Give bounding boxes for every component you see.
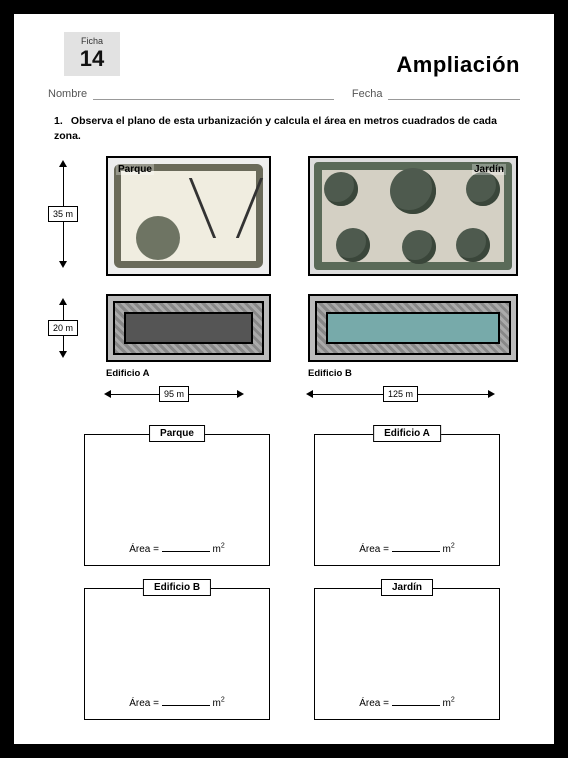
area-blank[interactable] (392, 696, 440, 706)
arrow-right-icon (488, 390, 495, 398)
parque-plan: Parque (106, 156, 271, 276)
arrow-down-icon (59, 351, 67, 358)
page-title: Ampliación (396, 52, 520, 78)
answer-boxes: Parque Área = m2 Edificio A Área = m2 Ed… (84, 434, 500, 720)
dimension-35m: 35 m (48, 160, 78, 268)
ficha-label: Ficha (64, 36, 120, 46)
question-text: Observa el plano de esta urbanización y … (54, 115, 497, 142)
answer-box-edificio-a[interactable]: Edificio A Área = m2 (314, 434, 500, 566)
edificio-b-plan (308, 294, 518, 362)
dim-95m-label: 95 m (159, 386, 189, 402)
question-number: 1. (54, 114, 68, 129)
dimension-125m: 125 m (306, 386, 522, 402)
answer-box-jardin[interactable]: Jardín Área = m2 (314, 588, 500, 720)
jardin-plan: Jardín (308, 156, 518, 276)
dim-35m-label: 35 m (48, 206, 78, 222)
arrow-left-icon (306, 390, 313, 398)
name-date-row: Nombre Fecha (48, 88, 520, 100)
date-label: Fecha (352, 88, 383, 100)
arrow-right-icon (237, 390, 244, 398)
area-blank[interactable] (162, 542, 210, 552)
dimension-20m: 20 m (48, 298, 78, 358)
date-input-line[interactable] (388, 88, 520, 100)
area-line: Área = m2 (315, 542, 499, 555)
dimension-95m: 95 m (104, 386, 274, 402)
arrow-up-icon (59, 298, 67, 305)
answer-box-edificio-b[interactable]: Edificio B Área = m2 (84, 588, 270, 720)
arrow-up-icon (59, 160, 67, 167)
worksheet-page: Ficha 14 Ampliación Nombre Fecha 1. Obse… (14, 14, 554, 744)
answer-tag: Parque (149, 425, 205, 442)
name-input-line[interactable] (93, 88, 334, 100)
ficha-box: Ficha 14 (64, 32, 120, 76)
answer-tag: Edificio B (143, 579, 211, 596)
ficha-number: 14 (64, 46, 120, 72)
jardin-label: Jardín (472, 164, 506, 175)
edificio-a-label: Edificio A (106, 368, 149, 379)
dim-125m-label: 125 m (383, 386, 418, 402)
plan-diagram: 35 m 20 m Parque Jardín (48, 152, 520, 422)
area-line: Área = m2 (85, 542, 269, 555)
arrow-down-icon (59, 261, 67, 268)
area-blank[interactable] (162, 696, 210, 706)
answer-box-parque[interactable]: Parque Área = m2 (84, 434, 270, 566)
edificio-b-label: Edificio B (308, 368, 352, 379)
parque-label: Parque (116, 164, 154, 175)
answer-tag: Jardín (381, 579, 433, 596)
area-line: Área = m2 (85, 696, 269, 709)
answer-tag: Edificio A (373, 425, 441, 442)
area-blank[interactable] (392, 542, 440, 552)
dim-20m-label: 20 m (48, 320, 78, 336)
arrow-left-icon (104, 390, 111, 398)
edificio-a-plan (106, 294, 271, 362)
question-1: 1. Observa el plano de esta urbanización… (54, 114, 514, 143)
area-line: Área = m2 (315, 696, 499, 709)
name-label: Nombre (48, 88, 87, 100)
